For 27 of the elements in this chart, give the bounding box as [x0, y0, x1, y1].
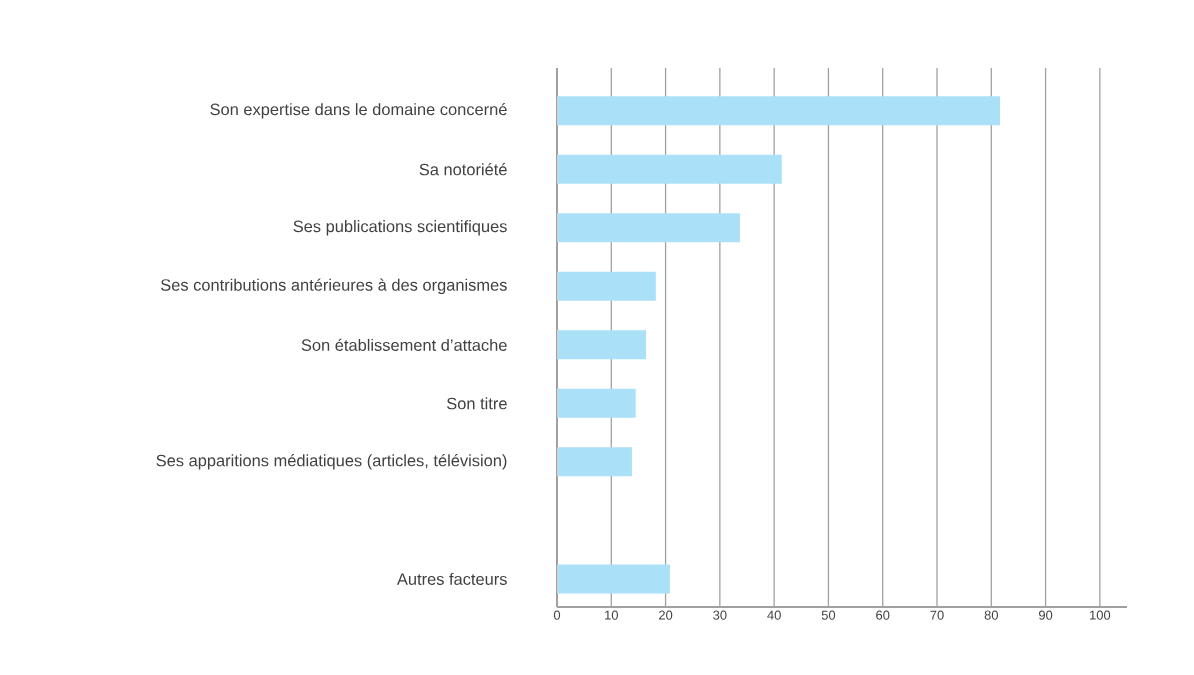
y-tick-label: Son expertise dans le domaine concerné	[210, 102, 507, 119]
x-tick-label: 60	[876, 610, 890, 620]
bar	[557, 564, 670, 594]
bar	[557, 213, 740, 243]
y-tick-label: Sa notoriété	[419, 163, 507, 176]
bar	[557, 271, 656, 301]
bar	[557, 447, 632, 477]
bar	[557, 330, 647, 360]
x-tick-label: 100	[1090, 610, 1111, 620]
y-tick-label: Ses publications scientifiques	[293, 220, 507, 236]
x-tick-label: 0	[553, 610, 561, 620]
x-tick-label: 30	[713, 610, 727, 620]
x-tick-label: 90	[1038, 610, 1053, 620]
x-tick-label: 40	[767, 610, 781, 620]
bar	[557, 388, 636, 418]
y-tick-label: Autres facteurs	[396, 572, 507, 585]
y-tick-label: Ses contributions antérieures à des organismes	[161, 278, 507, 295]
y-tick-label: Son établissement d’attache	[301, 338, 507, 351]
bar	[557, 154, 782, 184]
x-tick-label: 80	[984, 610, 998, 620]
x-tick-label: 10	[605, 610, 618, 620]
bar	[557, 96, 1000, 126]
x-tick-label: 20	[659, 610, 673, 620]
x-tick-label: 70	[930, 610, 944, 620]
y-tick-label: Ses apparitions médiatiques (articles, télévision)	[156, 454, 507, 470]
x-tick-label: 50	[821, 610, 836, 620]
y-tick-label: Son titre	[447, 397, 507, 410]
